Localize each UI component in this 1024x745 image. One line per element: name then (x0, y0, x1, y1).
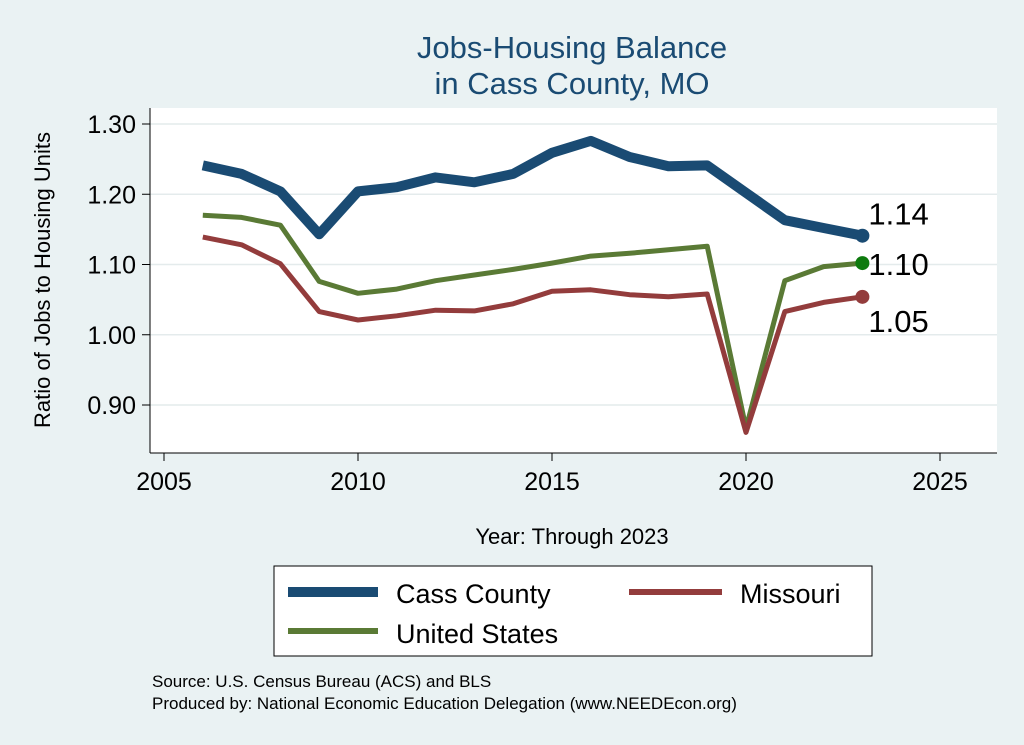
y-axis-title: Ratio of Jobs to Housing Units (30, 132, 55, 428)
end-marker-missouri (855, 289, 870, 304)
y-tick-label: 1.20 (87, 181, 136, 209)
end-marker-united-states (855, 256, 870, 271)
series-line-united-states (202, 212, 863, 431)
x-tick-label: 2020 (718, 468, 774, 496)
x-tick-label: 2010 (330, 468, 386, 496)
x-axis-title: Year: Through 2023 (475, 524, 668, 549)
series-lines (201, 135, 864, 435)
series-line-cass-county (201, 135, 864, 241)
x-axis-ticks: 2005 2010 2015 2020 2025 (136, 453, 968, 496)
x-tick-label: 2025 (912, 468, 968, 496)
end-labels: 1.14 1.10 1.05 (868, 197, 928, 339)
y-tick-label: 1.00 (87, 322, 136, 350)
end-label-united-states: 1.10 (868, 247, 928, 282)
end-label-cass-county: 1.14 (868, 197, 928, 232)
legend-label-cass-county: Cass County (396, 579, 551, 609)
end-marker-cass-county (855, 228, 870, 243)
y-axis-ticks: 0.90 1.00 1.10 1.20 1.30 (87, 111, 150, 420)
x-tick-label: 2015 (524, 468, 580, 496)
x-tick-label: 2005 (136, 468, 192, 496)
series-line-missouri (202, 234, 863, 435)
end-markers (855, 228, 870, 304)
chart-title-line-1: Jobs-Housing Balance (417, 30, 727, 65)
chart-title-line-2: in Cass County, MO (434, 66, 709, 101)
end-label-missouri: 1.05 (868, 304, 928, 339)
source-note: Source: U.S. Census Bureau (ACS) and BLS (152, 672, 491, 691)
y-tick-label: 0.90 (87, 392, 136, 420)
legend-label-united-states: United States (396, 619, 558, 649)
y-tick-label: 1.10 (87, 252, 136, 280)
y-tick-label: 1.30 (87, 111, 136, 139)
legend-label-missouri: Missouri (740, 579, 841, 609)
legend-box (273, 565, 873, 657)
producer-note: Produced by: National Economic Education… (152, 694, 737, 713)
